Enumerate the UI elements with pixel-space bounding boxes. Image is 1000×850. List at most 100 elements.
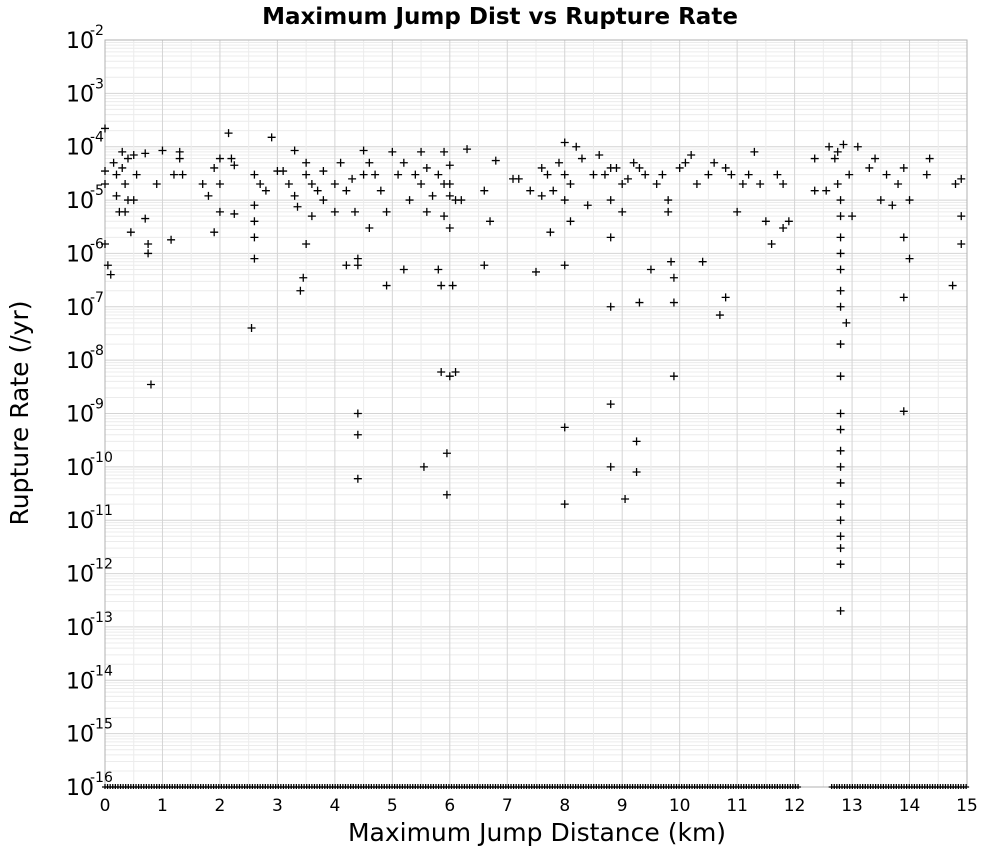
data-point: [750, 147, 759, 156]
data-point: [641, 170, 650, 179]
data-point: [167, 235, 176, 244]
data-point: [669, 298, 678, 307]
data-point: [773, 170, 782, 179]
y-tick-base: 10: [66, 189, 94, 214]
y-tick-exponent: -14: [90, 663, 113, 679]
data-point: [899, 407, 908, 416]
data-point: [158, 146, 167, 155]
data-point: [836, 212, 845, 221]
x-tick-label: 10: [669, 796, 691, 816]
data-point: [583, 201, 592, 210]
y-tick-exponent: -13: [90, 610, 113, 626]
y-tick-base: 10: [66, 669, 94, 694]
data-point: [549, 186, 558, 195]
data-point: [606, 400, 615, 409]
y-axis-tick-labels: 10-210-310-410-510-610-710-810-910-1010-…: [66, 23, 113, 801]
data-point: [434, 170, 443, 179]
x-tick-label: 6: [444, 796, 455, 816]
data-point: [267, 133, 276, 142]
data-point: [738, 180, 747, 189]
data-point: [256, 180, 265, 189]
data-point: [836, 500, 845, 509]
data-point: [836, 544, 845, 553]
data-point: [302, 240, 311, 249]
y-tick-base: 10: [66, 723, 94, 748]
data-point: [560, 138, 569, 147]
x-tick-label: 1: [157, 796, 168, 816]
data-point: [888, 201, 897, 210]
data-point: [293, 202, 302, 211]
data-point: [612, 163, 621, 172]
x-tick-label: 7: [502, 796, 513, 816]
data-point: [399, 265, 408, 274]
x-tick-label: 5: [387, 796, 398, 816]
y-tick-exponent: -7: [90, 290, 104, 306]
data-point: [290, 146, 299, 155]
data-point: [440, 147, 449, 156]
grid-lines: [104, 39, 968, 788]
data-point: [710, 158, 719, 167]
data-point: [419, 462, 428, 471]
data-point: [434, 265, 443, 274]
data-point: [342, 186, 351, 195]
data-point: [526, 186, 535, 195]
data-point: [365, 223, 374, 232]
data-point: [353, 254, 362, 263]
data-point: [836, 516, 845, 525]
y-tick-base: 10: [66, 509, 94, 534]
data-point: [635, 298, 644, 307]
data-point: [652, 180, 661, 189]
data-point: [129, 150, 138, 159]
data-point: [865, 163, 874, 172]
data-point: [250, 201, 259, 210]
data-point: [463, 145, 472, 154]
data-point: [101, 167, 109, 176]
data-point: [250, 217, 259, 226]
data-point: [836, 425, 845, 434]
y-tick-label: 10-4: [66, 130, 104, 161]
data-point: [560, 170, 569, 179]
x-tick-label: 15: [956, 796, 978, 816]
data-point: [646, 265, 655, 274]
data-point: [623, 174, 632, 183]
data-point: [836, 462, 845, 471]
data-point: [899, 233, 908, 242]
data-point: [664, 196, 673, 205]
data-point: [845, 170, 854, 179]
data-point: [230, 161, 239, 170]
data-point: [382, 281, 391, 290]
data-point: [480, 261, 489, 270]
y-tick-exponent: -8: [90, 343, 104, 359]
data-point: [532, 267, 540, 276]
data-point: [394, 170, 403, 179]
y-tick-label: 10-12: [66, 557, 113, 588]
data-point: [853, 142, 862, 151]
data-point: [537, 191, 546, 200]
data-point: [175, 147, 184, 156]
data-point: [101, 180, 109, 189]
data-point: [836, 446, 845, 455]
data-point: [319, 167, 328, 176]
data-point: [353, 409, 362, 418]
data-point: [836, 302, 845, 311]
x-tick-label: 8: [559, 796, 570, 816]
data-point: [675, 163, 684, 172]
x-tick-label: 13: [841, 796, 863, 816]
data-point: [422, 207, 431, 216]
data-point: [727, 170, 736, 179]
y-tick-base: 10: [66, 82, 94, 107]
data-point: [715, 311, 724, 320]
y-tick-label: 10-9: [66, 397, 104, 428]
data-point: [721, 293, 730, 302]
data-point: [451, 367, 460, 376]
data-point: [595, 150, 604, 159]
data-point: [405, 196, 414, 205]
data-point: [144, 249, 153, 258]
data-point: [342, 261, 351, 270]
data-point: [152, 180, 161, 189]
data-point: [836, 233, 845, 242]
data-point: [618, 180, 627, 189]
data-point: [215, 207, 224, 216]
data-point: [876, 196, 885, 205]
